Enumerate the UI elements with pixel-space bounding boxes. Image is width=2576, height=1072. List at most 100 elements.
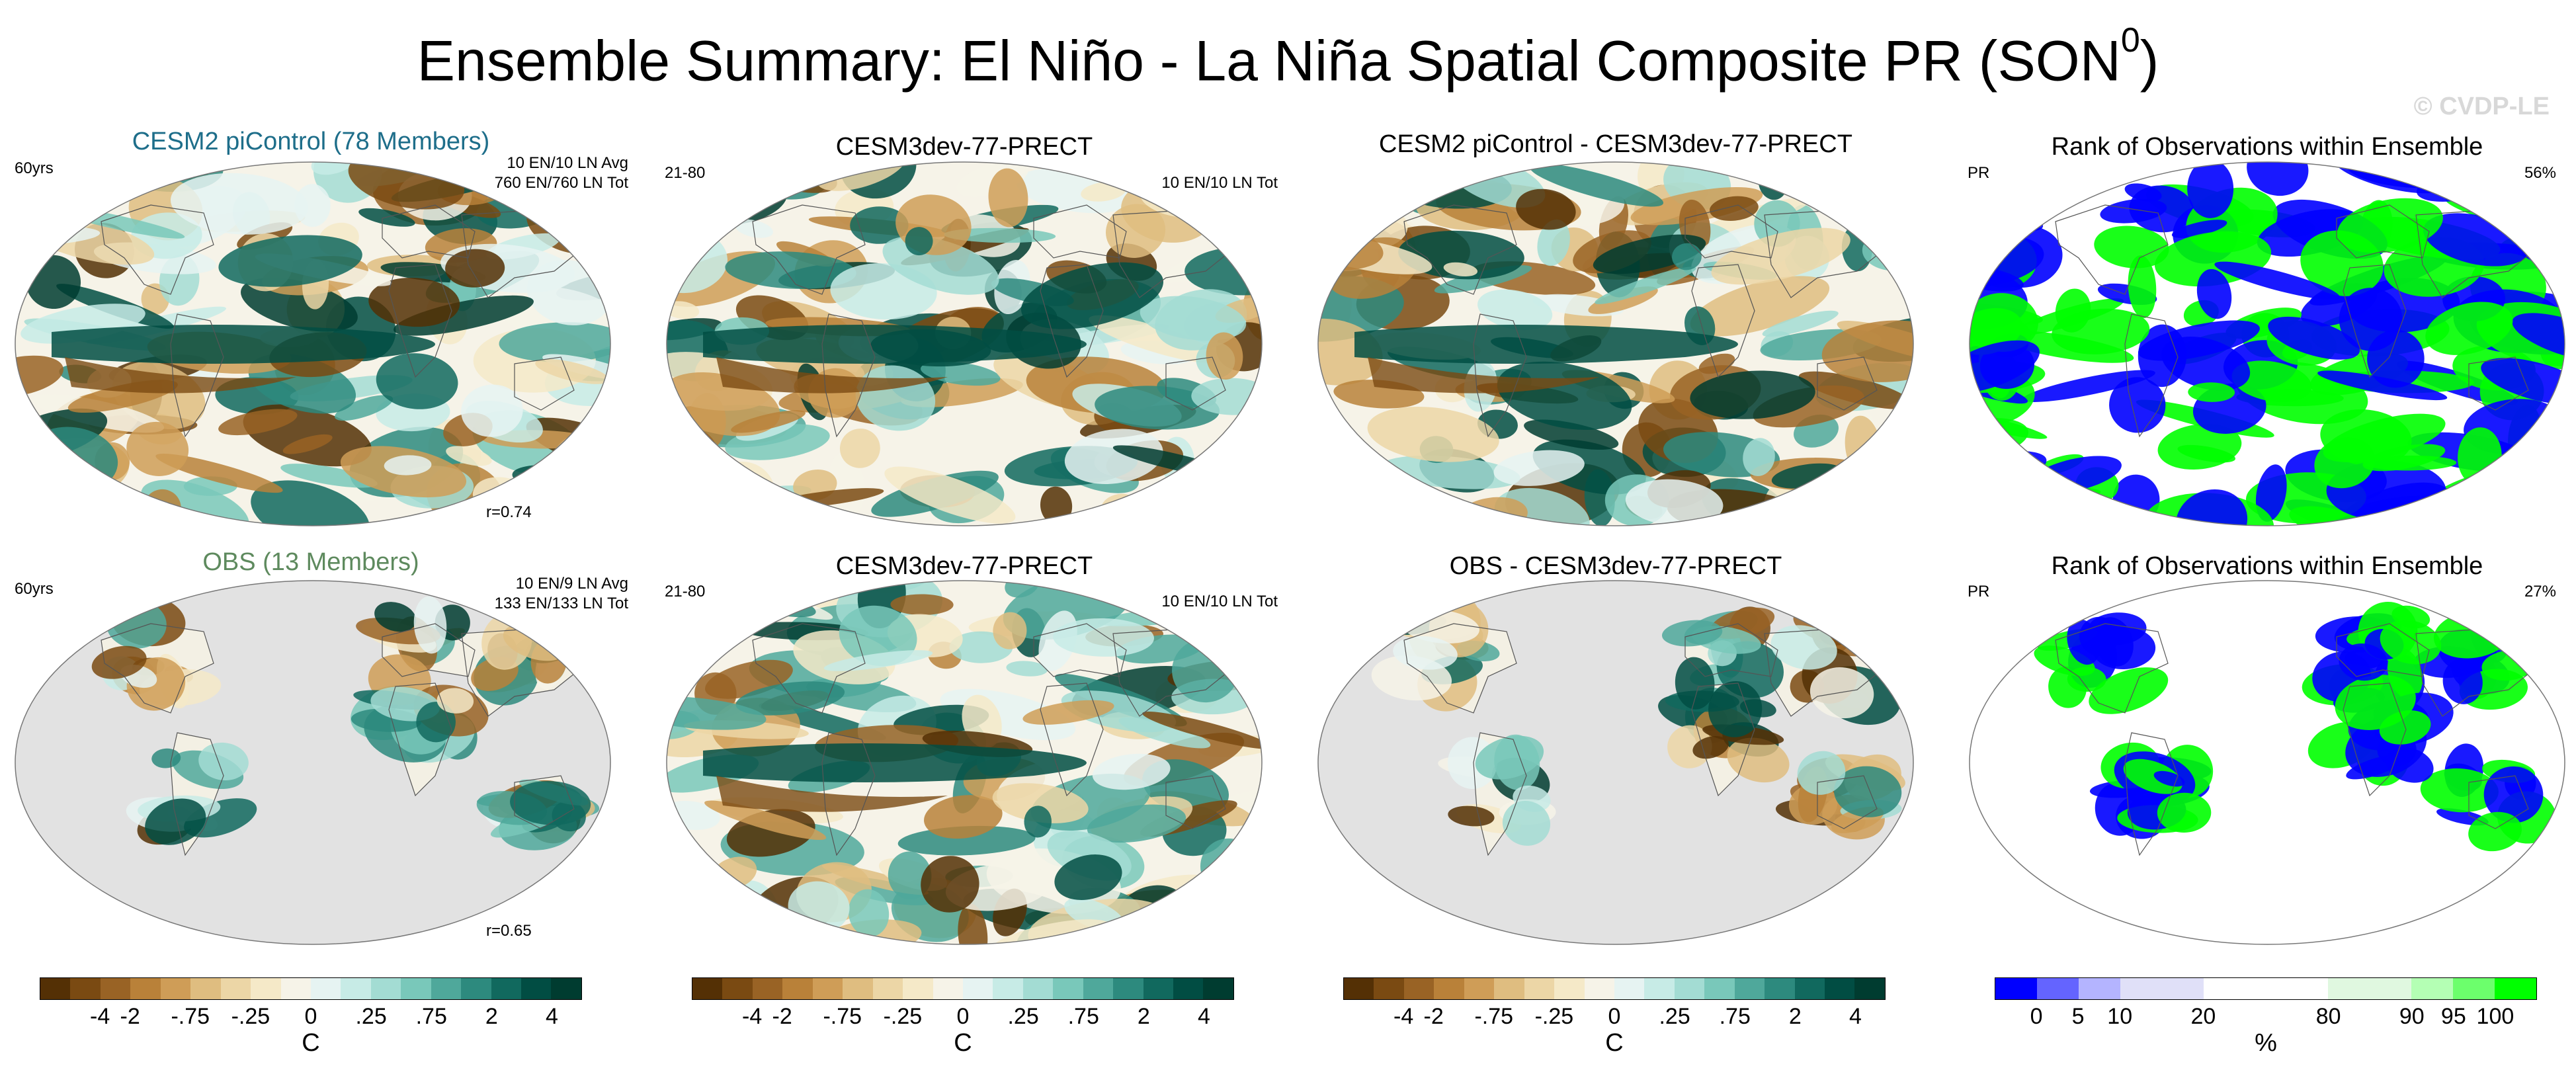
field-patch xyxy=(1690,370,1815,419)
panel-tot-model-r2: 10 EN/10 LN Tot xyxy=(1161,593,1278,610)
panel-title-ens-r1: CESM2 piControl (78 Members) xyxy=(132,128,490,155)
field-patch xyxy=(280,464,378,488)
field-patch xyxy=(1516,188,1576,230)
field-patch xyxy=(2472,166,2565,220)
colorbar-tick-label: .75 xyxy=(1719,1004,1751,1029)
field-patch xyxy=(1770,625,1837,670)
coastline xyxy=(2343,682,2407,797)
field-patch xyxy=(1092,753,1171,790)
field-patch xyxy=(924,795,1003,839)
coastline xyxy=(821,732,876,856)
colorbar-swatch xyxy=(872,978,903,999)
colorbar-tick-label: -4 xyxy=(741,1004,763,1029)
colorbar-swatch xyxy=(431,978,462,999)
coastline xyxy=(1684,623,1778,677)
colorbar-3 xyxy=(1343,977,1886,1000)
field-patch xyxy=(703,162,755,189)
coastline xyxy=(1473,313,1527,438)
field-patch xyxy=(1970,460,2028,522)
equatorial-band xyxy=(703,743,1087,782)
colorbar-tick-label: .75 xyxy=(1067,1004,1099,1029)
field-patch xyxy=(1477,289,1553,331)
colorbar-tick-label: 0 xyxy=(304,1004,317,1029)
field-patch xyxy=(2462,163,2547,199)
field-patch xyxy=(1797,751,1846,795)
field-patch xyxy=(2380,620,2442,665)
equatorial-band xyxy=(65,357,296,393)
field-patch xyxy=(155,453,283,493)
coastline xyxy=(1403,623,1517,714)
colorbar-tick-label: .25 xyxy=(1659,1004,1690,1029)
field-patch xyxy=(1821,495,1891,526)
colorbar-1-unit: C xyxy=(302,1029,320,1057)
colorbar-swatch xyxy=(1143,978,1173,999)
coastline xyxy=(382,623,476,677)
field-patch xyxy=(1493,450,1585,486)
field-patch xyxy=(1970,497,2047,526)
field-patch xyxy=(1833,495,1861,526)
equatorial-band xyxy=(716,357,948,393)
field-patch xyxy=(1195,600,1231,631)
field-patch xyxy=(1692,735,1729,759)
field-patch xyxy=(667,696,767,730)
colorbar-swatch xyxy=(401,978,431,999)
field-patch xyxy=(667,516,749,526)
field-patch xyxy=(1530,163,1664,207)
colorbar-swatch xyxy=(130,978,161,999)
field-patch xyxy=(725,251,856,289)
colorbar-tick-label: 2 xyxy=(485,1004,498,1029)
field-patch xyxy=(91,645,147,679)
colorbar-swatch xyxy=(190,978,221,999)
coastline xyxy=(821,313,876,438)
field-patch xyxy=(1690,276,1830,337)
panel-var-rank-r1: PR xyxy=(1968,164,1990,182)
colorbar-swatch xyxy=(1113,978,1143,999)
field-patch xyxy=(15,420,38,449)
colorbar-2-ticks: -4 -2 -.75 -.25 0 .25 .75 2 4 xyxy=(692,1004,1234,1030)
colorbar-swatch xyxy=(2370,978,2412,999)
field-patch xyxy=(1053,618,1155,657)
field-patch xyxy=(2089,667,2169,714)
field-patch xyxy=(1973,487,2101,505)
colorbar-swatch xyxy=(1765,978,1795,999)
colorbar-swatch xyxy=(160,978,191,999)
colorbar-tick-label: 10 xyxy=(2107,1004,2133,1029)
colorbar-swatch xyxy=(1022,978,1054,999)
colorbar-swatch xyxy=(722,978,753,999)
map-outline xyxy=(1317,580,1914,945)
watermark: © CVDP-LE xyxy=(2413,93,2550,120)
field-patch xyxy=(839,429,880,468)
panel-pct-rank-r1: 56% xyxy=(2524,164,2556,182)
field-patch xyxy=(145,798,206,845)
field-patch xyxy=(2171,220,2227,238)
colorbar-tick-label: 4 xyxy=(1197,1004,1210,1029)
field-patch xyxy=(667,868,690,907)
map-model-r2 xyxy=(666,580,1263,945)
colorbar-swatch xyxy=(310,978,341,999)
colorbar-tick-label: 2 xyxy=(1788,1004,1802,1029)
colorbar-tick-label: 0 xyxy=(956,1004,970,1029)
colorbar-3-ticks: -4 -2 -.75 -.25 0 .25 .75 2 4 xyxy=(1343,1004,1886,1030)
colorbar-swatch xyxy=(491,978,521,999)
field-patch xyxy=(897,825,1036,856)
colorbar-1 xyxy=(40,977,582,1000)
colorbar-swatch xyxy=(1403,978,1434,999)
field-patch xyxy=(2500,627,2534,644)
field-patch xyxy=(2247,162,2309,196)
field-patch xyxy=(461,384,523,437)
colorbar-swatch xyxy=(2036,978,2079,999)
field-patch xyxy=(374,602,417,632)
field-patch xyxy=(1140,296,1247,341)
colorbar-tick-label: -.75 xyxy=(823,1004,862,1029)
field-patch xyxy=(1475,735,1544,780)
field-patch xyxy=(2214,261,2340,300)
field-patch xyxy=(1661,620,1723,647)
colorbar-swatch xyxy=(1203,978,1233,999)
panel-title-model-r2: CESM3dev-77-PRECT xyxy=(835,552,1093,580)
colorbar-swatch xyxy=(1494,978,1524,999)
equatorial-band xyxy=(52,325,435,364)
field-patch xyxy=(1970,293,2038,352)
pattern-corr-r2: r=0.65 xyxy=(486,922,532,940)
coastline xyxy=(1684,204,1778,259)
coastline xyxy=(388,264,452,378)
